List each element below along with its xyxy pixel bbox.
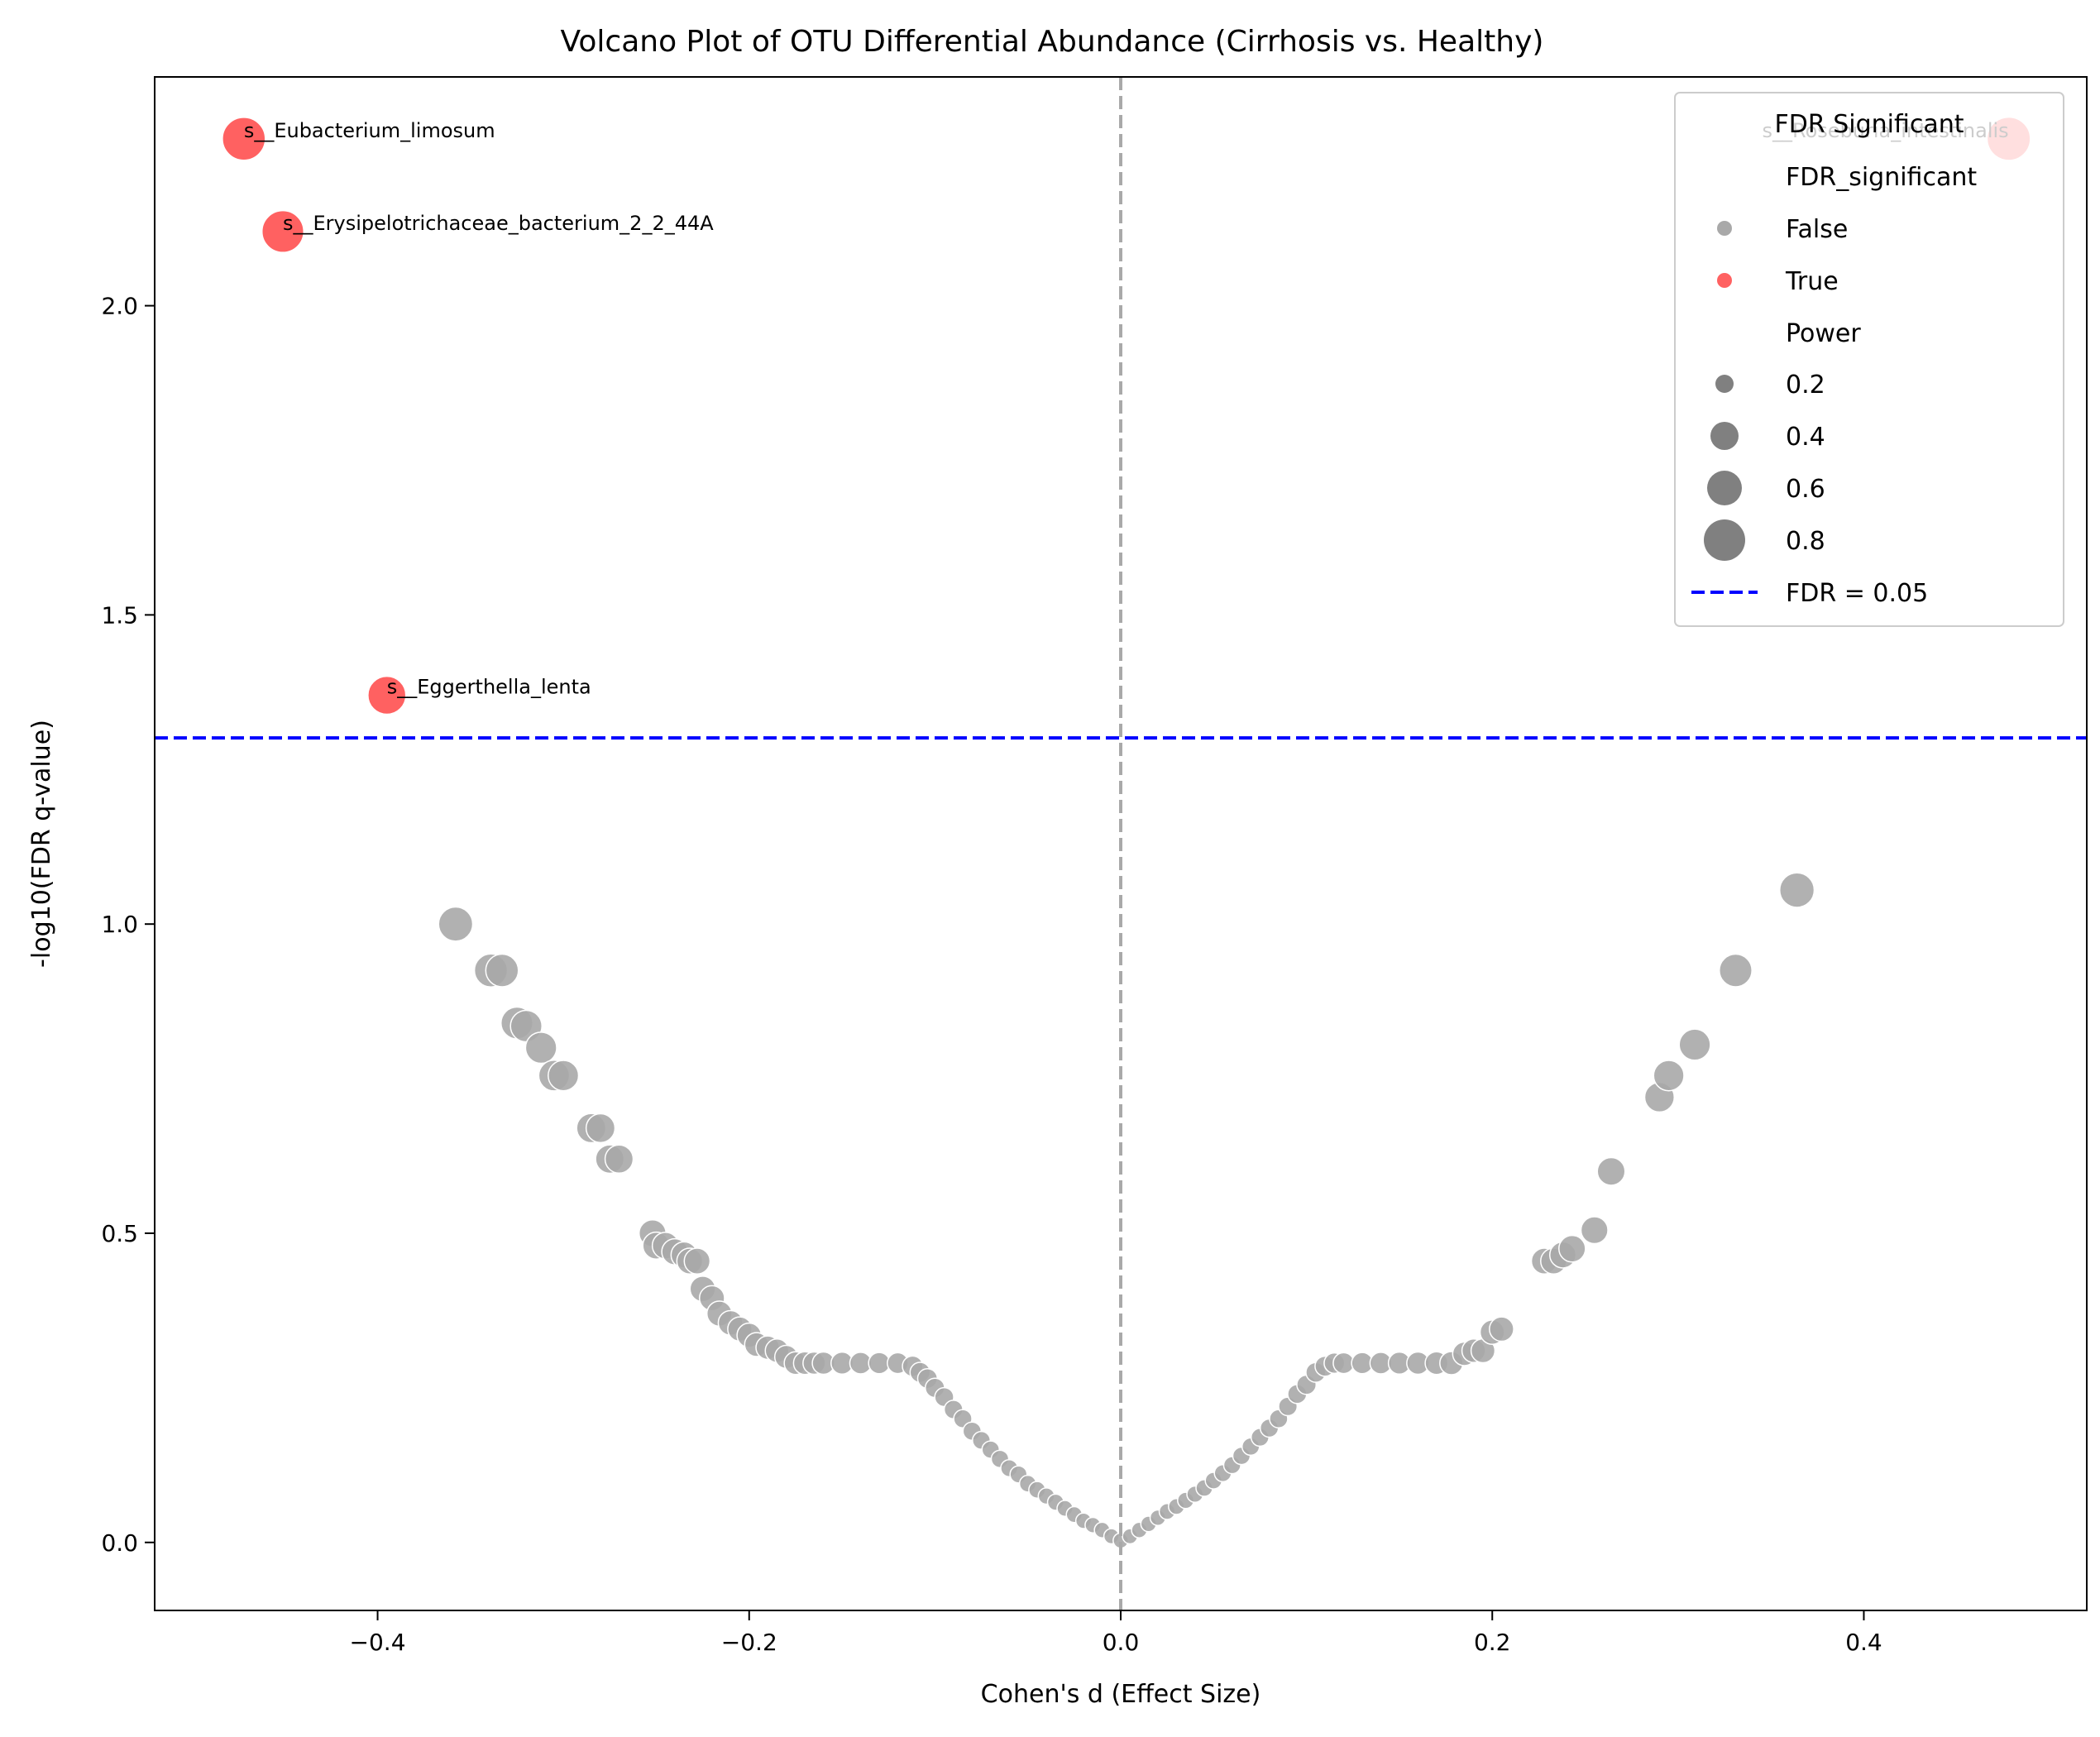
plot-area: s__Eubacterium_limosum s__Erysipelotricha… xyxy=(155,77,2087,1610)
data-point xyxy=(868,1352,891,1375)
legend-frame xyxy=(1674,92,2064,627)
y-axis-label: -log10(FDR q-value) xyxy=(27,720,56,968)
reference-lines xyxy=(155,77,2087,1610)
data-point xyxy=(1489,1316,1514,1342)
y-tick-label: 1.5 xyxy=(101,601,138,629)
legend-size-marker-0.6 xyxy=(1707,471,1742,505)
x-tick-label: 0.2 xyxy=(1474,1629,1511,1656)
point-annotation: s__Eubacterium_limosum xyxy=(244,119,495,142)
legend-true-label: True xyxy=(1785,267,1839,296)
y-tick-label: 2.0 xyxy=(101,293,138,320)
point-annotations: s__Eubacterium_limosum s__Erysipelotricha… xyxy=(244,119,2009,699)
y-tick-label: 0.5 xyxy=(101,1220,138,1247)
data-point xyxy=(683,1247,711,1275)
data-point xyxy=(1332,1352,1355,1375)
legend: FDR Significant FDR_significant False Tr… xyxy=(1674,92,2064,627)
legend-size-label-0.2: 0.2 xyxy=(1786,371,1825,400)
significant-point xyxy=(261,209,304,253)
x-axis-label: Cohen's d (Effect Size) xyxy=(981,1680,1261,1709)
significant-point xyxy=(222,117,266,161)
data-point xyxy=(1596,1156,1626,1186)
legend-threshold-label: FDR = 0.05 xyxy=(1786,579,1928,608)
legend-size-marker-0.8 xyxy=(1704,519,1745,561)
data-point xyxy=(485,953,519,988)
legend-true-marker xyxy=(1717,273,1732,288)
point-annotation: s__Erysipelotrichaceae_bacterium_2_2_44A xyxy=(283,212,714,235)
point-annotation: s__Eggerthella_lenta xyxy=(387,676,591,699)
data-point xyxy=(438,906,474,942)
data-point xyxy=(585,1113,616,1144)
legend-title: FDR Significant xyxy=(1774,110,1964,139)
y-axis-ticks: 0.0 0.5 1.0 1.5 2.0 xyxy=(101,293,155,1557)
significant-point xyxy=(367,675,407,715)
legend-size-label-0.8: 0.8 xyxy=(1786,527,1825,556)
data-point xyxy=(1678,1028,1711,1061)
x-tick-label: 0.0 xyxy=(1103,1629,1140,1656)
legend-size-marker-0.4 xyxy=(1710,422,1739,450)
legend-size-label-0.4: 0.4 xyxy=(1786,423,1825,452)
data-point xyxy=(1653,1060,1685,1092)
y-tick-label: 1.0 xyxy=(101,911,138,938)
data-point xyxy=(548,1060,580,1092)
data-point xyxy=(524,1031,557,1065)
x-axis-ticks: −0.4 −0.2 0.0 0.2 0.4 xyxy=(350,1610,1882,1656)
data-point xyxy=(1558,1234,1586,1263)
data-point xyxy=(1580,1216,1609,1245)
legend-size-title: Power xyxy=(1786,319,1861,348)
x-tick-label: −0.2 xyxy=(721,1629,777,1656)
legend-size-marker-0.2 xyxy=(1715,375,1734,393)
chart-title: Volcano Plot of OTU Differential Abundan… xyxy=(561,25,1544,59)
data-point xyxy=(604,1144,634,1174)
legend-size-label-0.6: 0.6 xyxy=(1786,475,1825,504)
data-point xyxy=(1718,953,1753,988)
legend-hue-title: FDR_significant xyxy=(1786,163,1977,192)
legend-false-label: False xyxy=(1786,215,1848,244)
x-tick-label: 0.4 xyxy=(1845,1629,1882,1656)
legend-false-marker xyxy=(1717,221,1732,236)
points-layer xyxy=(222,116,2031,1549)
y-tick-label: 0.0 xyxy=(101,1529,138,1557)
data-point xyxy=(1778,872,1815,908)
x-tick-label: −0.4 xyxy=(350,1629,406,1656)
